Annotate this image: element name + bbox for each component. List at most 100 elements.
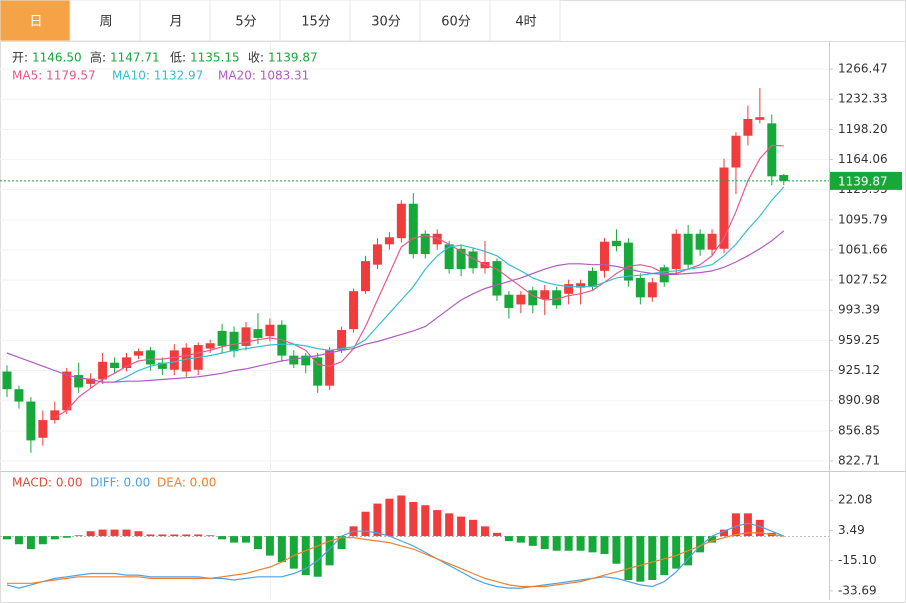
macd-bar xyxy=(325,536,334,566)
tab[interactable]: 日 xyxy=(0,0,71,42)
candle-body xyxy=(26,401,36,441)
tab[interactable]: 5分 xyxy=(209,0,281,42)
macd-bar xyxy=(230,536,239,543)
legend-entry: MA5: 1179.57 xyxy=(12,69,96,83)
y-tick-label: 993.39 xyxy=(838,303,880,317)
macd-bar xyxy=(433,510,442,537)
tab[interactable]: 15分 xyxy=(279,0,351,42)
macd-bar xyxy=(158,534,167,537)
candle-body xyxy=(755,117,765,120)
macd-bar xyxy=(516,536,525,543)
y-tick-label: 856.85 xyxy=(838,423,880,437)
last-price-label: 1139.87 xyxy=(838,174,888,188)
macd-bar xyxy=(636,536,645,582)
legend-entry: MACD: 0.00 xyxy=(12,476,83,490)
macd-bar xyxy=(660,536,669,576)
macd-bar xyxy=(182,534,191,537)
candle-body xyxy=(695,233,705,250)
macd-bar xyxy=(755,519,764,537)
tab-label: 周 xyxy=(99,15,112,30)
macd-bar xyxy=(552,536,561,551)
tab-background xyxy=(209,0,281,42)
y-tick-label: 1164.06 xyxy=(838,152,888,166)
macd-bar xyxy=(265,536,274,556)
macd-bar xyxy=(110,529,119,537)
macd-line xyxy=(6,522,785,589)
candle-body xyxy=(743,118,753,136)
tab-background xyxy=(419,0,491,42)
candle-body xyxy=(2,371,12,390)
y-tick-label: 1095.79 xyxy=(838,212,888,226)
tab[interactable]: 周 xyxy=(69,0,141,42)
candle-body xyxy=(50,410,60,421)
legend-entry: MA20: 1083.31 xyxy=(218,69,309,83)
candle-body xyxy=(420,233,430,255)
candle-body xyxy=(767,123,777,177)
macd-bar xyxy=(74,535,83,537)
macd-bar xyxy=(564,536,573,551)
tab[interactable]: 30分 xyxy=(349,0,421,42)
macd-bar xyxy=(469,519,478,537)
candle-body xyxy=(731,135,741,168)
candle-body xyxy=(444,244,454,270)
tab[interactable]: 60分 xyxy=(419,0,491,42)
tab-background xyxy=(489,0,561,42)
candle-body xyxy=(217,330,227,346)
y-tick-label: 959.25 xyxy=(838,333,880,347)
macd-bar xyxy=(445,513,454,537)
candle-body xyxy=(86,378,96,384)
tab-background xyxy=(349,0,421,42)
tab-label: 15分 xyxy=(301,15,331,30)
info-label: 低: xyxy=(170,51,186,65)
tab-label: 月 xyxy=(169,15,182,30)
macd-bar xyxy=(600,536,609,554)
macd-bar xyxy=(170,534,179,537)
tab-label: 5分 xyxy=(235,15,256,30)
candle-body xyxy=(600,241,609,271)
candle-body xyxy=(372,244,382,265)
candle-body xyxy=(635,277,645,298)
macd-bar xyxy=(134,531,143,537)
macd-bar xyxy=(588,536,597,553)
candle-body xyxy=(74,375,84,388)
last-price-box xyxy=(830,171,902,190)
info-label: 开: xyxy=(12,51,28,65)
y-tick-label: 822.71 xyxy=(838,453,880,467)
candle-body xyxy=(516,294,526,305)
candle-body xyxy=(62,371,72,411)
candle-body xyxy=(349,291,359,330)
macd-bar xyxy=(253,536,262,550)
macd-line xyxy=(7,532,784,588)
tab[interactable]: 月 xyxy=(139,0,211,42)
macd-bar xyxy=(50,536,59,540)
y-tick-label: 925.12 xyxy=(838,363,880,377)
macd-bar xyxy=(26,536,35,550)
macd-bar xyxy=(242,536,250,543)
candle-body xyxy=(38,420,48,438)
candle-body xyxy=(468,251,478,269)
macd-bar xyxy=(313,536,322,577)
candle-body xyxy=(157,362,167,369)
y-tick-label: 1061.66 xyxy=(838,242,888,256)
tab-label: 日 xyxy=(29,15,42,30)
candle-body xyxy=(540,290,550,300)
macd-bar xyxy=(576,536,585,551)
info-value: 1139.87 xyxy=(268,51,318,65)
info-value: 1147.71 xyxy=(110,51,160,65)
candle-body xyxy=(396,203,406,239)
candle-body xyxy=(504,294,514,308)
tab-background xyxy=(0,0,71,42)
candle-body xyxy=(683,233,693,265)
macd-bar xyxy=(720,529,728,537)
macd-bar xyxy=(504,536,513,541)
candle-body xyxy=(337,330,347,351)
tab[interactable]: 4时 xyxy=(489,0,561,42)
candle-body xyxy=(253,329,263,338)
candle-body xyxy=(301,355,311,366)
candle-body xyxy=(110,362,120,368)
candle-body xyxy=(611,240,621,247)
candle-body xyxy=(229,331,239,352)
macd-bar xyxy=(194,534,203,537)
candle-body xyxy=(432,233,442,245)
